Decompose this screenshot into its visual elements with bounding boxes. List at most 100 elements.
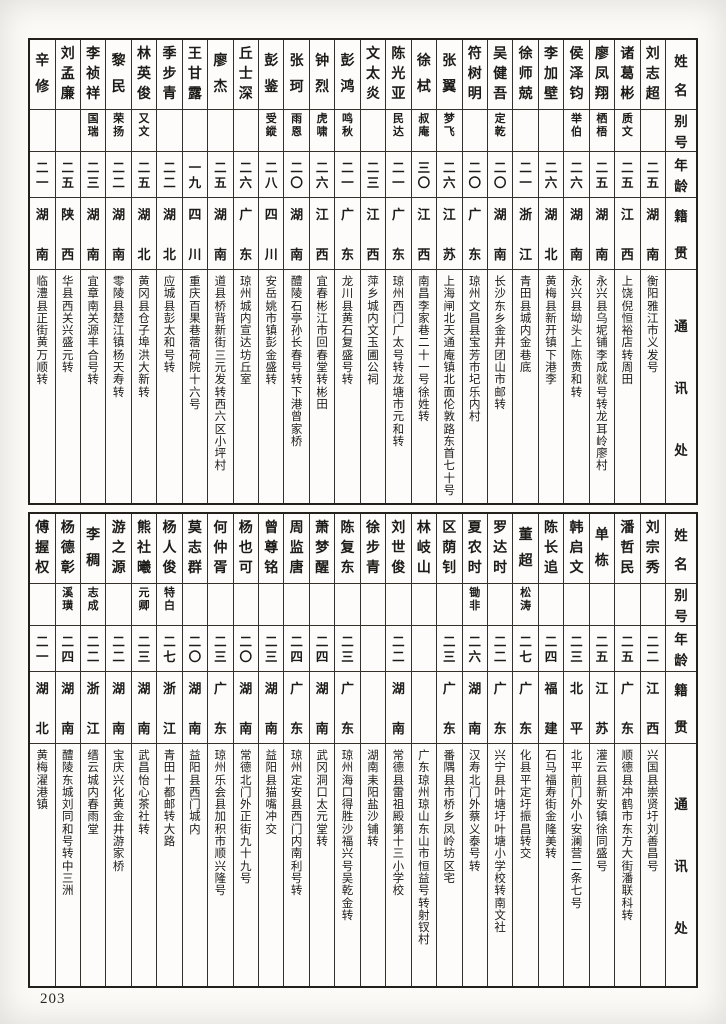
address-cell: 黄梅濯港镇 [36,748,49,812]
address-cell: 湖南耒阳盐沙铺转 [367,748,379,849]
person-column: 林英俊又文二五湖北黄冈县仓子埠洪大新转 [130,40,157,503]
address-cell: 灌云县新安镇徐同盛号 [596,748,608,873]
address-cell: 醴陵东城刘同和号转中三洲 [61,748,74,898]
age-cell: 二五 [615,626,640,672]
age-cell: 二〇 [182,626,208,672]
origin-cell: 浙江 [513,198,538,270]
name-cell: 杨德彰 [55,514,80,584]
origin-cell: 湖南 [106,672,131,744]
person-column: 徐栻叔庵三〇江西南昌李家巷二十一号徐姓转 [410,40,437,503]
alias-cell [182,584,208,626]
name-cell: 林岐山 [411,514,437,584]
person-column: 陈复东二三广东琼州海口得胜沙福兴号吴乾金转 [334,514,360,986]
person-column: 王甘露一九四川重庆百果巷蓿荷院十六号 [181,40,208,503]
age-cell: 二六 [437,152,462,198]
name-cell: 吴健吾 [487,40,513,110]
age-cell: 二一 [513,152,538,198]
name-cell: 徐步青 [360,514,386,584]
alias-cell [640,584,665,626]
person-column: 辛修二一湖南临澧县正街黄万顺转 [30,40,55,503]
address-cell: 顺德县冲鹤市东方大街潘联科转 [621,748,634,922]
age-cell: 二〇 [284,152,309,198]
origin-cell: 江西 [360,198,386,270]
name-cell: 彭鸿 [335,40,360,110]
person-column: 杨德彰溪璜二四湖南醴陵东城刘同和号转中三洲 [54,514,80,986]
address-cell: 宜章南关源丰合号转 [87,274,99,387]
alias-cell [157,110,182,152]
address-cell: 安岳姚市镇彭金盛转 [265,274,277,387]
header-name-label: 姓名 [666,40,696,110]
origin-cell: 湖南 [55,672,80,744]
name-cell: 李稠 [80,514,106,584]
address-cell: 永兴县坳头上陈贵和转 [570,274,583,399]
person-column: 莫志群二〇湖南益阳县西门城内 [181,514,208,986]
alias-cell [233,110,258,152]
address-cell: 衡阳雅江市义发号 [647,274,659,375]
name-cell: 张珂 [284,40,309,110]
person-column: 季步青二二湖北应城县彭太和号转 [156,40,182,503]
origin-cell: 江西 [640,672,665,744]
alias-cell [284,584,309,626]
address-cell: 上海闸北天通庵镇北面伦敦路东首七十号 [443,274,456,498]
address-cell: 上饶倪恒裕店转周田 [621,274,634,387]
age-cell: 二七 [157,626,182,672]
alias-cell: 举伯 [564,110,589,152]
name-cell: 刘孟廉 [55,40,80,110]
alias-cell [538,584,564,626]
row-label-column: 姓名 别号 年龄 籍贯 通讯处 [665,514,696,986]
alias-cell: 元卿 [131,584,157,626]
address-cell: 南昌李家巷二十一号徐姓转 [418,274,430,424]
name-cell: 陈光亚 [386,40,411,110]
age-cell: 二六 [538,152,564,198]
name-cell: 徐师兢 [513,40,538,110]
origin-cell: 湖南 [208,198,233,270]
alias-cell [182,110,208,152]
origin-cell: 湖南 [564,198,589,270]
origin-cell: 江西 [411,198,437,270]
name-cell: 傅握权 [30,514,55,584]
name-cell: 萧梦醒 [309,514,335,584]
alias-cell: 志成 [80,584,106,626]
address-cell: 缙云城内春雨堂 [87,748,99,836]
person-column: 夏农时锄非二六湖南汉寿北门外蔡义泰号转 [461,514,487,986]
alias-cell [233,584,258,626]
address-cell: 益阳县猫嘴冲交 [265,748,277,836]
origin-cell: 湖北 [131,198,157,270]
address-cell: 北平前门外小安澜营二条七号 [570,748,583,910]
header-alias-label: 别号 [666,584,696,626]
age-cell: 二五 [55,152,80,198]
alias-cell: 质文 [615,110,640,152]
alias-cell: 松涛 [513,584,538,626]
name-cell: 曾尊铭 [259,514,284,584]
name-cell: 文太炎 [360,40,386,110]
alias-cell [640,110,665,152]
address-cell: 汉寿北门外蔡义泰号转 [468,748,481,873]
name-cell: 林英俊 [131,40,157,110]
age-cell: 二四 [309,626,335,672]
age-cell: 二二 [640,626,665,672]
person-column: 曾尊铭二三湖南益阳县猫嘴冲交 [258,514,284,986]
alias-cell [30,110,55,152]
person-column: 廖杰二五湖南道县桥背新街三元发转西六区小坪村 [207,40,233,503]
person-column: 李加壁二六湖北黄梅县新开镇下港李 [537,40,564,503]
person-column: 周监唐二四广东琼州定安县西门内南利号转 [283,514,309,986]
origin-cell: 湖南 [640,198,665,270]
name-cell: 黎民 [106,40,131,110]
age-cell: 二六 [309,152,335,198]
person-column: 刘世俊二二湖南常德县雷祖殿第十三小学校 [385,514,411,986]
header-alias-label: 别号 [666,110,696,152]
header-origin-label: 籍贯 [666,672,696,744]
row-label-column: 姓名 别号 年龄 籍贯 通讯处 [665,40,696,503]
person-column: 董超松涛二七广东化县平定圩振昌转交 [512,514,538,986]
top-directory-table: 姓名 别号 年龄 籍贯 通讯处 刘志超二五湖南衡阳雅江市义发号诸葛彬质文二五江西… [28,38,698,505]
alias-cell: 溪璜 [55,584,80,626]
age-cell [411,626,437,672]
address-cell: 醴陵石亭孙长春号转下港曾家桥 [290,274,303,448]
person-column: 钟烈虎啸二六江西宜春彬江市回春堂转彬田 [308,40,335,503]
origin-cell [360,672,386,744]
address-cell: 化县平定圩振昌转交 [519,748,532,861]
age-cell: 二四 [55,626,80,672]
alias-cell: 受鏦 [259,110,284,152]
age-cell: 二二 [386,626,411,672]
origin-cell: 广东 [487,672,513,744]
